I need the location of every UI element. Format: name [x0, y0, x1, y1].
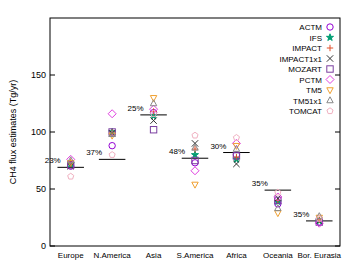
y-tick-label: 100: [31, 127, 46, 137]
y-tick-label: 50: [36, 184, 46, 194]
data-point: [150, 100, 156, 106]
legend-label: TM5: [306, 86, 323, 95]
annotation: 23%: [45, 156, 61, 165]
data-point: [233, 161, 239, 167]
legend-label: TOMCAT: [289, 107, 322, 116]
annotation: 35%: [252, 179, 268, 188]
y-axis-label: CH4 flux estimates (Tg/yr): [8, 80, 18, 185]
x-tick-label: Europe: [58, 251, 84, 260]
legend-marker: [327, 88, 333, 94]
data-point: [68, 157, 74, 163]
data-point: [150, 127, 156, 133]
legend-marker: [327, 55, 333, 61]
legend-label: MOZART: [288, 65, 322, 74]
annotation: 30%: [210, 142, 226, 151]
reference-line: [182, 158, 209, 159]
data-point: [192, 132, 198, 138]
data-point: [274, 193, 282, 201]
data-point: [108, 110, 116, 118]
legend-label: IMPACT: [292, 44, 322, 53]
legend-marker: [327, 24, 333, 30]
y-tick-label: 0: [41, 241, 46, 251]
data-point: [275, 211, 281, 217]
data-point: [192, 182, 198, 188]
annotation: 35%: [293, 210, 309, 219]
data-point: [109, 131, 115, 137]
y-tick: [50, 132, 55, 133]
data-point: [233, 145, 239, 151]
annotation: 25%: [128, 104, 144, 113]
legend-marker: [326, 76, 334, 84]
x-tick-label: Bor. Eurasia: [297, 251, 341, 260]
plot-marks: [57, 96, 332, 228]
data-point: [316, 215, 322, 221]
data-point: [233, 153, 239, 159]
data-point: [67, 155, 75, 163]
y-tick: [50, 189, 55, 190]
x-tick-label: Asia: [146, 251, 162, 260]
legend-label: IMPACT1x1: [279, 55, 322, 64]
data-point: [275, 189, 281, 195]
y-tick-label: 150: [31, 70, 46, 80]
x-tick-label: Oceania: [263, 251, 293, 260]
data-point: [109, 142, 115, 148]
legend-label: TM51x1: [293, 97, 322, 106]
y-tick-right: [335, 75, 340, 76]
legend-marker: [327, 108, 333, 114]
data-point: [68, 173, 74, 179]
legend-marker: [327, 45, 333, 51]
annotation: 37%: [86, 148, 102, 157]
data-point: [151, 111, 157, 117]
data-point: [192, 157, 198, 163]
reference-line: [99, 159, 126, 160]
y-tick-right: [335, 132, 340, 133]
legend-label: IFS: [310, 34, 322, 43]
annotation: 48%: [169, 147, 185, 156]
legend-label: ACTM: [299, 23, 322, 32]
x-tick-label: Africa: [226, 251, 247, 260]
y-tick: [50, 246, 55, 247]
y-tick: [50, 75, 55, 76]
x-tick-label: S.America: [177, 251, 214, 260]
legend-label: PCTM: [299, 76, 322, 85]
legend-marker: [326, 34, 333, 41]
data-point: [233, 135, 239, 141]
data-point: [192, 144, 198, 150]
data-point: [191, 167, 199, 175]
legend-marker: [327, 66, 333, 72]
data-point: [275, 205, 281, 211]
data-point: [109, 152, 115, 158]
plot-frame: [50, 18, 340, 246]
data-point: [150, 117, 156, 123]
y-tick-right: [335, 189, 340, 190]
y-tick-right: [335, 246, 340, 247]
data-point: [192, 160, 198, 166]
legend-marker: [327, 97, 333, 103]
x-tick-label: N.America: [93, 251, 131, 260]
